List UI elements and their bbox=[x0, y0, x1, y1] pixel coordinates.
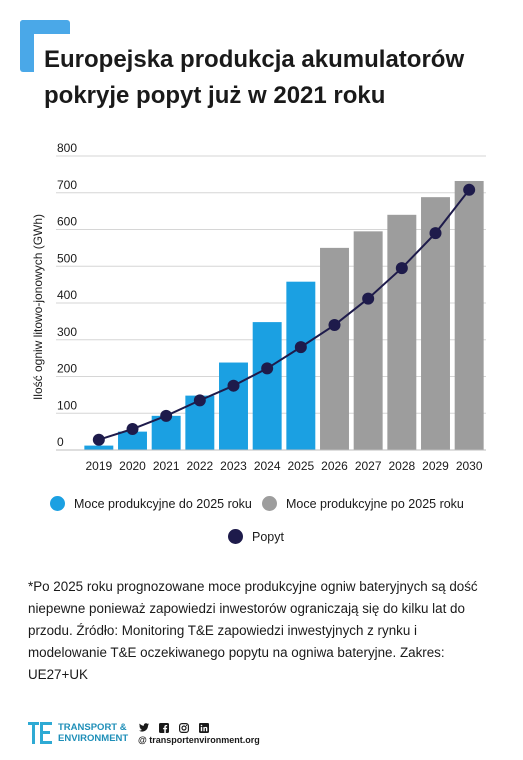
y-tick-label: 700 bbox=[57, 178, 77, 192]
x-tick-label: 2020 bbox=[119, 459, 146, 473]
legend-label: Popyt bbox=[252, 529, 284, 544]
x-tick-label: 2024 bbox=[254, 459, 281, 473]
demand-point bbox=[395, 262, 408, 275]
x-tick-label: 2028 bbox=[388, 459, 415, 473]
bar bbox=[320, 247, 349, 450]
demand-point bbox=[362, 292, 375, 305]
bar bbox=[421, 197, 450, 450]
x-tick-label: 2022 bbox=[186, 459, 213, 473]
y-tick-label: 100 bbox=[57, 398, 77, 412]
x-tick-label: 2029 bbox=[422, 459, 449, 473]
instagram-icon[interactable] bbox=[178, 722, 189, 733]
legend-label: Moce produkcyjne do 2025 roku bbox=[74, 496, 252, 511]
x-tick-label: 2030 bbox=[456, 459, 483, 473]
demand-point bbox=[193, 394, 206, 407]
x-tick-label: 2026 bbox=[321, 459, 348, 473]
y-tick-label: 200 bbox=[57, 362, 77, 376]
x-tick-label: 2019 bbox=[85, 459, 112, 473]
bar bbox=[454, 180, 484, 451]
chart-area: 0 100 200 300 400 500 600 700 800 Ilość ogniw lit… bbox=[31, 141, 486, 473]
demand-point bbox=[227, 379, 240, 392]
demand-point bbox=[126, 423, 139, 436]
x-tick-label: 2023 bbox=[220, 459, 247, 473]
y-tick-label: 0 bbox=[57, 435, 64, 449]
legend-marker-grey bbox=[262, 496, 277, 511]
y-tick-label: 500 bbox=[57, 251, 77, 265]
bar bbox=[286, 281, 316, 450]
te-logo-icon bbox=[28, 722, 52, 744]
title-line-1: Europejska produkcja akumulatorów bbox=[44, 46, 465, 73]
legend-marker-blue bbox=[50, 496, 65, 511]
demand-point bbox=[92, 433, 105, 446]
bar bbox=[252, 322, 282, 450]
facebook-icon[interactable] bbox=[158, 722, 169, 733]
demand-point bbox=[463, 183, 476, 196]
x-tick-label: 2027 bbox=[355, 459, 382, 473]
demand-point bbox=[261, 362, 274, 375]
legend-item-capacity-after-2025: Moce produkcyjne po 2025 roku bbox=[262, 496, 464, 511]
legend-label: Moce produkcyjne po 2025 roku bbox=[286, 496, 464, 511]
y-tick-label: 600 bbox=[57, 215, 77, 229]
twitter-icon[interactable] bbox=[138, 722, 149, 733]
website-link[interactable]: @ transportenvironment.org bbox=[138, 735, 260, 745]
bar bbox=[387, 214, 417, 450]
demand-line bbox=[98, 189, 470, 441]
footnote: *Po 2025 roku prognozowane moce produkcy… bbox=[28, 579, 478, 682]
legend-marker-navy bbox=[228, 529, 243, 544]
title-line-2: pokryje popyt już w 2021 roku bbox=[44, 82, 386, 109]
chart-title: Europejska produkcja akumulatorów pokryj… bbox=[44, 42, 504, 114]
linkedin-icon[interactable] bbox=[198, 722, 209, 733]
demand-point bbox=[160, 409, 173, 422]
y-tick-label: 800 bbox=[57, 141, 77, 155]
bar bbox=[219, 362, 248, 450]
bar bbox=[118, 431, 147, 450]
social-icons bbox=[138, 722, 209, 733]
legend-item-capacity-to-2025: Moce produkcyjne do 2025 roku bbox=[50, 496, 252, 511]
demand-point bbox=[294, 341, 307, 354]
corner-accent bbox=[20, 20, 70, 72]
bar bbox=[84, 445, 114, 450]
y-tick-label: 300 bbox=[57, 325, 77, 339]
y-tick-label: 400 bbox=[57, 288, 77, 302]
bar bbox=[353, 231, 383, 450]
demand-point bbox=[429, 227, 442, 240]
brand-name: TRANSPORT & ENVIRONMENT bbox=[58, 722, 129, 744]
x-tick-label: 2025 bbox=[287, 459, 314, 473]
x-tick-label: 2021 bbox=[153, 459, 180, 473]
legend-item-demand: Popyt bbox=[228, 529, 284, 544]
demand-point bbox=[328, 319, 341, 332]
y-axis-label: Ilość ogniw litowo-jonowych (GWh) bbox=[31, 214, 45, 400]
